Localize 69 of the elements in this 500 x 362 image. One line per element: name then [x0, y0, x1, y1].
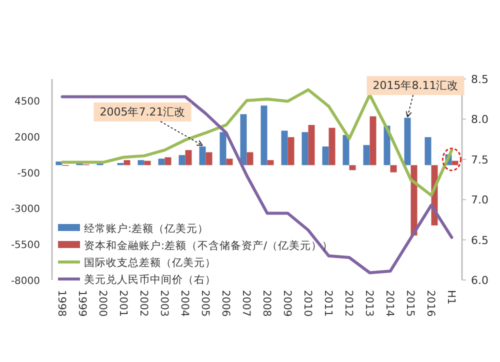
bar: [164, 157, 172, 166]
bar: [246, 152, 254, 166]
bar: [267, 160, 274, 166]
bar: [220, 132, 226, 166]
bar: [178, 155, 186, 166]
x-tick-label: 2013: [362, 290, 375, 317]
y-tick-label: -500: [17, 168, 40, 180]
bar: [260, 106, 268, 166]
bar: [185, 150, 192, 166]
bar: [240, 114, 247, 166]
y-tick-label: -3000: [10, 204, 40, 216]
x-tick-label: 2000: [96, 290, 108, 317]
bar: [424, 137, 432, 166]
bar: [158, 158, 165, 166]
bar: [124, 160, 130, 166]
y-tick-label: 2000: [14, 132, 40, 144]
x-tick-label: 2011: [322, 290, 334, 317]
y2-tick-label: 8.5: [471, 73, 488, 86]
bar: [349, 165, 356, 170]
legend-label: 美元兑人民币中间价（右）: [84, 273, 216, 286]
bar: [322, 146, 329, 166]
bar: [308, 124, 315, 166]
x-tick-label: 2014: [383, 290, 396, 318]
y-tick-label: 4500: [14, 96, 40, 108]
bar: [390, 165, 397, 172]
x-tick-label: 2007: [240, 290, 252, 317]
y-tick-label: -5500: [10, 240, 40, 252]
y2-tick-label: 6.5: [471, 234, 488, 247]
x-tick-label: 2015: [404, 290, 416, 317]
x-tick-label: 2001: [116, 290, 129, 317]
bar: [117, 162, 124, 166]
x-tick-label: 1999: [76, 290, 88, 317]
annotation: 2015年8.11汇改: [372, 79, 458, 92]
bar: [370, 116, 376, 166]
x-tick-label: 2010: [301, 290, 314, 317]
y2-tick-label: 7.0: [471, 194, 488, 207]
bar: [363, 145, 370, 166]
x-tick-label: 1998: [55, 290, 68, 317]
x-tick-label: 2009: [280, 290, 293, 317]
legend-label: 资本和金融账户:差额（不含储备资产/（亿美元））: [84, 239, 334, 252]
x-tick-label: 2016: [424, 290, 436, 318]
x-tick-label: 2012: [342, 290, 354, 317]
y2-tick-label: 8.0: [471, 113, 488, 126]
x-tick-label: 2004: [178, 290, 190, 318]
bar: [226, 158, 233, 166]
x-tick-label: H1: [444, 290, 457, 305]
y-tick-label: -8000: [10, 276, 40, 287]
x-tick-label: 2005: [198, 290, 211, 317]
bar: [288, 137, 294, 166]
x-tick-label: 2003: [158, 290, 170, 317]
x-tick-label: 2002: [137, 290, 150, 317]
x-tick-label: 2006: [219, 290, 232, 318]
bar: [342, 134, 350, 166]
y2-tick-label: 7.5: [471, 153, 488, 166]
y2-tick-label: 6.0: [471, 274, 488, 287]
bar: [452, 160, 458, 166]
bar: [199, 146, 206, 166]
bar: [206, 152, 212, 166]
legend-label: 经常账户:差额（亿美元）: [84, 222, 209, 235]
legend-label: 国际收支总差额（亿美元）: [84, 256, 216, 269]
x-tick-label: 2008: [260, 290, 272, 317]
bar: [144, 160, 151, 166]
bar: [138, 160, 144, 166]
annotation: 2005年7.21汇改: [100, 105, 186, 118]
line-series: [60, 95, 454, 274]
bar: [328, 128, 336, 166]
bar: [404, 118, 411, 166]
bar: [281, 130, 288, 166]
bar: [302, 132, 308, 166]
